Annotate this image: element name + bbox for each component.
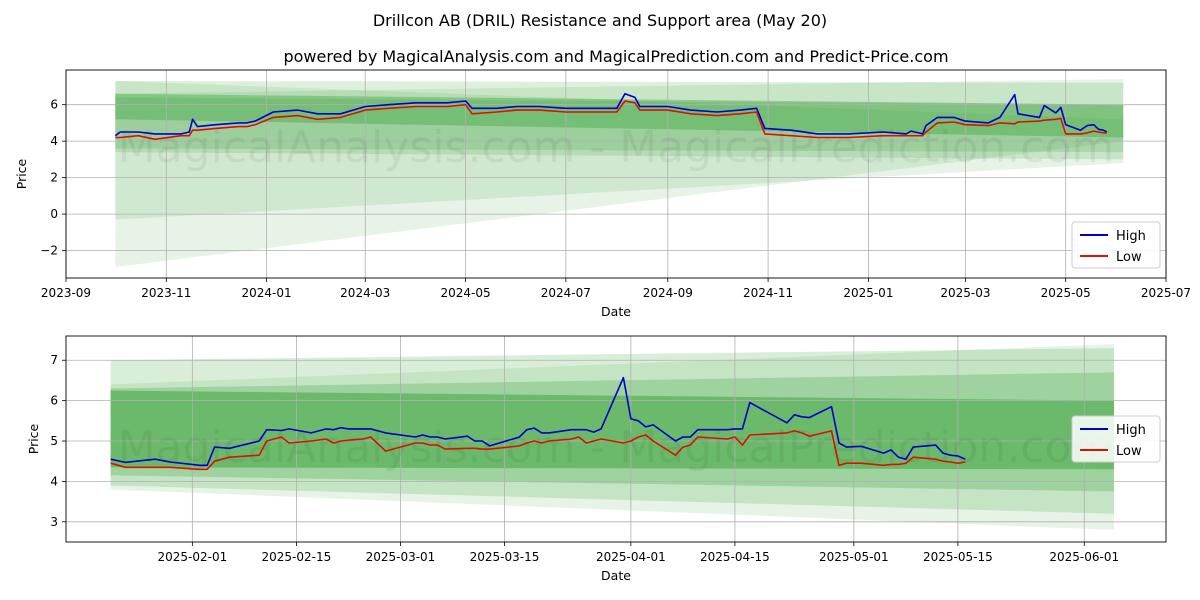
x-tick-label: 2024-05	[440, 286, 490, 300]
x-tick-label: 2023-09	[41, 286, 91, 300]
series-high-line	[110, 376, 966, 467]
y-tick-label: 0	[50, 207, 58, 221]
plot-frame	[65, 69, 1167, 279]
x-tick-label: 2025-03-15	[470, 550, 540, 564]
series-lines	[110, 376, 966, 471]
y-tick-label: 5	[50, 434, 58, 448]
band-3	[110, 344, 1114, 530]
y-tick-label: 4	[50, 474, 58, 488]
series-lines	[114, 92, 1108, 141]
x-tick-label: 2025-05	[1041, 286, 1091, 300]
x-tick-label: 2025-04-01	[596, 550, 666, 564]
x-axis: 2025-02-01 2025-02-15 2025-03-01 2025-03-15…	[157, 542, 1119, 583]
x-tick-label: 2025-05-15	[923, 550, 993, 564]
chart-subtitle: powered by MagicalAnalysis.com and Magic…	[283, 47, 948, 66]
y-axis: −2 0 2 4 6 Price	[14, 98, 66, 258]
legend-label-high: High	[1116, 229, 1146, 244]
band-2	[110, 348, 1114, 514]
y-tick-label: −2	[40, 244, 58, 258]
chart-panel-bottom: MagicalAnalysis.com - MagicalPrediction.…	[26, 335, 1167, 583]
x-tick-label: 2025-01	[843, 286, 893, 300]
x-tick-label: 2025-04-15	[700, 550, 770, 564]
support-resistance-area	[110, 344, 1114, 530]
x-tick-label: 2025-03-01	[366, 550, 436, 564]
plot-frame	[65, 335, 1167, 543]
legend-label-low: Low	[1116, 250, 1142, 265]
band-1	[115, 97, 1124, 153]
band-3	[115, 80, 1124, 268]
x-tick-label: 2023-11	[141, 286, 191, 300]
band-2	[115, 80, 1124, 160]
y-axis-label: Price	[26, 423, 41, 454]
watermark: MagicalAnalysis.com - MagicalPrediction.…	[118, 122, 1115, 173]
series-high-line	[114, 92, 1108, 137]
band-0	[110, 390, 1114, 470]
y-tick-label: 4	[50, 134, 58, 148]
x-axis-label: Date	[601, 304, 631, 319]
x-tick-label: 2024-11	[743, 286, 793, 300]
support-resistance-area	[115, 79, 1124, 268]
legend: High Low	[1071, 221, 1161, 269]
chart-title: Drillcon AB (DRIL) Resistance and Suppor…	[373, 11, 827, 30]
y-axis: 3 4 5 6 7 Price	[26, 353, 66, 529]
y-tick-label: 6	[50, 394, 58, 408]
legend-label-high: High	[1116, 423, 1146, 438]
band-4	[115, 79, 1124, 220]
x-tick-label: 2025-06-01	[1049, 550, 1119, 564]
y-tick-label: 3	[50, 515, 58, 529]
y-tick-label: 2	[50, 171, 58, 185]
legend-label-low: Low	[1116, 444, 1142, 459]
x-tick-label: 2025-02-01	[157, 550, 227, 564]
grid	[66, 336, 1166, 542]
x-tick-label: 2025-02-15	[262, 550, 332, 564]
band-1	[110, 372, 1114, 492]
x-axis: 2023-09 2023-11 2024-01 2024-03 2024-05 2024-…	[41, 278, 1191, 319]
x-tick-label: 2024-01	[242, 286, 292, 300]
x-axis-label: Date	[601, 568, 631, 583]
x-tick-label: 2024-09	[643, 286, 693, 300]
x-tick-label: 2024-07	[541, 286, 591, 300]
legend: High Low	[1071, 415, 1161, 463]
series-low-line	[110, 430, 966, 471]
y-axis-label: Price	[14, 158, 29, 189]
x-tick-label: 2025-05-01	[819, 550, 889, 564]
x-tick-label: 2024-03	[340, 286, 390, 300]
x-tick-label: 2025-07	[1141, 286, 1191, 300]
y-tick-label: 7	[50, 353, 58, 367]
grid	[65, 70, 1167, 278]
y-tick-label: 6	[50, 98, 58, 112]
chart-panel-top: MagicalAnalysis.com - MagicalPrediction.…	[14, 69, 1191, 319]
x-tick-label: 2025-03	[940, 286, 990, 300]
series-low-line	[115, 100, 1107, 141]
